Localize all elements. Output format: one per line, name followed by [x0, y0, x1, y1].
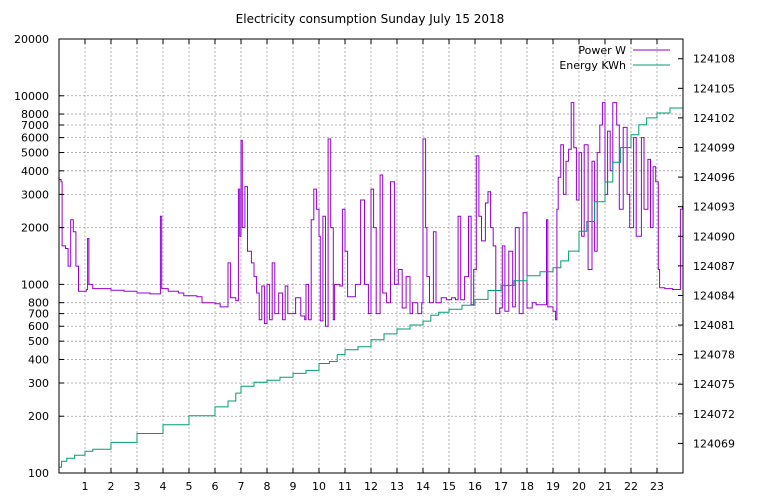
x-tick-label: 6	[212, 480, 219, 493]
y2-tick-label: 124105	[693, 82, 735, 95]
x-tick-label: 4	[160, 480, 167, 493]
x-tick-label: 8	[264, 480, 271, 493]
y-tick-label: 2000	[21, 222, 49, 235]
x-tick-label: 7	[238, 480, 245, 493]
y2-tick-label: 124099	[693, 142, 735, 155]
y2-tick-label: 124069	[693, 437, 735, 450]
y-tick-label: 800	[28, 297, 49, 310]
x-tick-label: 12	[364, 480, 378, 493]
energy-series-line	[59, 103, 684, 468]
y-tick-label: 5000	[21, 147, 49, 160]
x-tick-label: 11	[338, 480, 352, 493]
legend-label: Energy KWh	[559, 59, 626, 72]
y2-tick-label: 124108	[693, 53, 735, 66]
x-tick-label: 16	[468, 480, 482, 493]
y-tick-label: 200	[28, 410, 49, 423]
y2-tick-label: 124081	[693, 319, 735, 332]
y-tick-label: 500	[28, 335, 49, 348]
y2-tick-label: 124072	[693, 408, 735, 421]
x-tick-label: 20	[572, 480, 586, 493]
x-tick-label: 5	[186, 480, 193, 493]
x-tick-label: 14	[416, 480, 430, 493]
x-tick-label: 1	[82, 480, 89, 493]
x-tick-label: 21	[598, 480, 612, 493]
y2-tick-label: 124102	[693, 112, 735, 125]
x-tick-label: 3	[134, 480, 141, 493]
y2-tick-label: 124078	[693, 349, 735, 362]
x-tick-label: 15	[442, 480, 456, 493]
x-tick-label: 9	[290, 480, 297, 493]
legend-label: Power W	[578, 44, 626, 57]
chart-title: Electricity consumption Sunday July 15 2…	[236, 12, 505, 26]
x-tick-label: 10	[312, 480, 326, 493]
y-tick-label: 1000	[21, 278, 49, 291]
y-tick-label: 600	[28, 320, 49, 333]
y-tick-label: 8000	[21, 108, 49, 121]
y-tick-label: 4000	[21, 165, 49, 178]
y2-tick-label: 124075	[693, 378, 735, 391]
y2-tick-label: 124093	[693, 201, 735, 214]
x-tick-label: 13	[390, 480, 404, 493]
y-tick-label: 700	[28, 308, 49, 321]
series-layer	[59, 102, 684, 468]
y-tick-label: 3000	[21, 188, 49, 201]
grid	[59, 38, 683, 474]
x-tick-label: 2	[108, 480, 115, 493]
y-tick-label: 300	[28, 377, 49, 390]
y2-tick-label: 124096	[693, 171, 735, 184]
y-tick-label: 400	[28, 353, 49, 366]
x-tick-label: 22	[624, 480, 638, 493]
y2-tick-label: 124087	[693, 260, 735, 273]
ticks: 1 2 3 4 5 6 7 8 9 10 11 12 13 14 15 16 17 18 19 20 21 22 23100…	[14, 33, 735, 493]
x-tick-label: 18	[520, 480, 534, 493]
x-tick-label: 23	[650, 480, 664, 493]
power-series-line	[59, 102, 683, 327]
y-tick-label: 6000	[21, 132, 49, 145]
x-tick-label: 17	[494, 480, 508, 493]
x-tick-label: 19	[546, 480, 560, 493]
y-tick-label: 10000	[14, 90, 49, 103]
y2-tick-label: 124090	[693, 230, 735, 243]
y-tick-label: 100	[28, 467, 49, 480]
y-tick-label: 7000	[21, 119, 49, 132]
y-tick-label: 20000	[14, 33, 49, 46]
y2-tick-label: 124084	[693, 289, 735, 302]
legend: Power W Energy KWh	[559, 44, 670, 72]
